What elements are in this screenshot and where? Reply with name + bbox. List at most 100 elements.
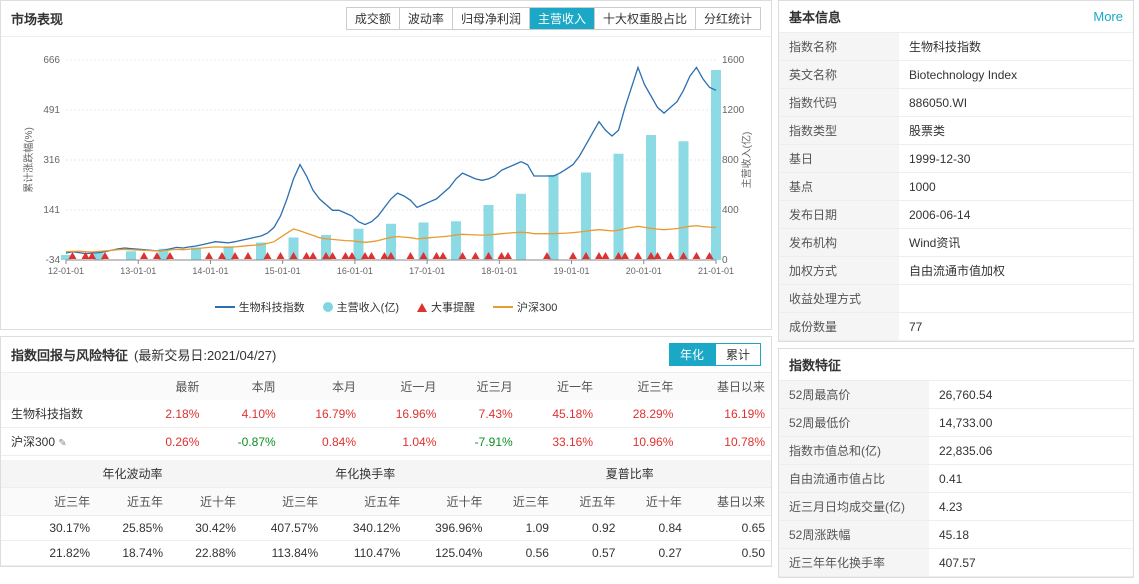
info-value: 77 bbox=[899, 313, 1133, 341]
svg-text:16-01-01: 16-01-01 bbox=[337, 266, 373, 276]
svg-text:-34: -34 bbox=[46, 255, 61, 266]
info-value: 1999-12-30 bbox=[899, 145, 1133, 173]
ret-cell: 33.16% bbox=[519, 428, 599, 456]
char-value: 45.18 bbox=[929, 521, 1133, 549]
market-tab[interactable]: 归母净利润 bbox=[453, 8, 530, 29]
char-value: 14,733.00 bbox=[929, 409, 1133, 437]
info-key: 加权方式 bbox=[779, 257, 899, 285]
ret-cell: 16.79% bbox=[282, 400, 362, 428]
ret-cell: 4.10% bbox=[205, 400, 281, 428]
market-tab[interactable]: 波动率 bbox=[400, 8, 453, 29]
returns-title: 指数回报与风险特征 bbox=[11, 345, 128, 364]
legend-bio: 生物科技指数 bbox=[239, 299, 305, 315]
more-link[interactable]: More bbox=[1093, 9, 1123, 24]
market-panel: 市场表现 成交额波动率归母净利润主营收入十大权重股占比分红统计 -3414131… bbox=[0, 0, 772, 330]
legend-line-icon bbox=[215, 306, 235, 308]
char-key: 52周最低价 bbox=[779, 409, 929, 437]
legend-rev: 主营收入(亿) bbox=[337, 299, 399, 315]
svg-text:491: 491 bbox=[43, 105, 60, 116]
ret-header: 近一月 bbox=[362, 373, 442, 400]
toggle-annual[interactable]: 年化 bbox=[669, 343, 715, 366]
legend-hs300: 沪深300 bbox=[517, 299, 557, 315]
info-value: Biotechnology Index bbox=[899, 61, 1133, 89]
char-key: 52周涨跌幅 bbox=[779, 521, 929, 549]
char-key: 52周最高价 bbox=[779, 381, 929, 409]
info-key: 基点 bbox=[779, 173, 899, 201]
risk-cell: 125.04% bbox=[406, 541, 488, 566]
basic-info-table: 指数名称生物科技指数英文名称Biotechnology Index指数代码886… bbox=[779, 33, 1133, 341]
returns-table: 最新本周本月近一月近三月近一年近三年基日以来 生物科技指数2.18%4.10%1… bbox=[1, 373, 771, 456]
svg-text:18-01-01: 18-01-01 bbox=[481, 266, 517, 276]
risk-cell: 18.74% bbox=[96, 541, 169, 566]
risk-cell: 110.47% bbox=[324, 541, 406, 566]
ret-cell: 2.18% bbox=[135, 400, 205, 428]
returns-subtitle: (最新交易日:2021/04/27) bbox=[134, 345, 276, 364]
info-value: 股票类 bbox=[899, 117, 1133, 145]
market-tab[interactable]: 成交额 bbox=[347, 8, 400, 29]
ret-header bbox=[1, 373, 135, 400]
risk-cell: 0.57 bbox=[555, 541, 621, 566]
ret-cell: 45.18% bbox=[519, 400, 599, 428]
char-key: 近三月日均成交量(亿) bbox=[779, 493, 929, 521]
risk-cell: 0.56 bbox=[488, 541, 554, 566]
risk-header: 近十年 bbox=[406, 488, 488, 516]
ret-header: 近三月 bbox=[442, 373, 518, 400]
ret-header: 近一年 bbox=[519, 373, 599, 400]
svg-text:12-01-01: 12-01-01 bbox=[48, 266, 84, 276]
basic-title: 基本信息 bbox=[789, 7, 841, 26]
chart-legend: 生物科技指数 主营收入(亿) 大事提醒 沪深300 bbox=[11, 295, 761, 323]
svg-text:13-01-01: 13-01-01 bbox=[120, 266, 156, 276]
ret-cell: 1.04% bbox=[362, 428, 442, 456]
svg-text:21-01-01: 21-01-01 bbox=[698, 266, 734, 276]
svg-text:1600: 1600 bbox=[722, 55, 745, 66]
risk-header: 近十年 bbox=[169, 488, 242, 516]
ret-header: 本周 bbox=[205, 373, 281, 400]
edit-icon[interactable]: ✎ bbox=[58, 438, 66, 449]
svg-text:主营收入(亿): 主营收入(亿) bbox=[740, 132, 753, 189]
char-value: 4.23 bbox=[929, 493, 1133, 521]
returns-panel: 指数回报与风险特征 (最新交易日:2021/04/27) 年化 累计 最新本周本… bbox=[0, 336, 772, 567]
risk-header: 近十年 bbox=[621, 488, 687, 516]
legend-dot-icon bbox=[323, 302, 333, 312]
info-key: 发布机构 bbox=[779, 229, 899, 257]
main-chart: -3414131649166604008001200160012-01-0113… bbox=[11, 45, 761, 295]
info-key: 指数类型 bbox=[779, 117, 899, 145]
svg-text:800: 800 bbox=[722, 155, 739, 166]
info-value: 生物科技指数 bbox=[899, 33, 1133, 61]
market-tab[interactable]: 分红统计 bbox=[696, 8, 760, 29]
svg-text:15-01-01: 15-01-01 bbox=[265, 266, 301, 276]
market-tabs: 成交额波动率归母净利润主营收入十大权重股占比分红统计 bbox=[346, 7, 761, 30]
ret-cell: -0.87% bbox=[205, 428, 281, 456]
chart-area: -3414131649166604008001200160012-01-0113… bbox=[1, 37, 771, 329]
legend-line-icon bbox=[493, 306, 513, 308]
risk-header: 近五年 bbox=[324, 488, 406, 516]
risk-cell: 21.82% bbox=[23, 541, 96, 566]
risk-group: 夏普比率 bbox=[488, 460, 771, 488]
ret-cell: 7.43% bbox=[442, 400, 518, 428]
returns-toggle: 年化 累计 bbox=[669, 343, 761, 366]
market-tab[interactable]: 主营收入 bbox=[530, 8, 595, 29]
info-value: 1000 bbox=[899, 173, 1133, 201]
ret-rowlabel: 生物科技指数 bbox=[1, 400, 135, 428]
svg-text:0: 0 bbox=[722, 255, 728, 266]
risk-header: 近三年 bbox=[23, 488, 96, 516]
ret-cell: 0.26% bbox=[135, 428, 205, 456]
charac-table: 52周最高价26,760.5452周最低价14,733.00指数市值总和(亿)2… bbox=[779, 381, 1133, 577]
info-key: 指数代码 bbox=[779, 89, 899, 117]
risk-header: 近五年 bbox=[555, 488, 621, 516]
svg-text:1200: 1200 bbox=[722, 105, 745, 116]
legend-event: 大事提醒 bbox=[431, 299, 475, 315]
char-value: 0.41 bbox=[929, 465, 1133, 493]
risk-table: 年化波动率年化换手率夏普比率 近三年近五年近十年近三年近五年近十年近三年近五年近… bbox=[1, 460, 771, 566]
char-value: 22,835.06 bbox=[929, 437, 1133, 465]
risk-cell: 0.50 bbox=[688, 541, 771, 566]
risk-group: 年化换手率 bbox=[242, 460, 489, 488]
char-value: 26,760.54 bbox=[929, 381, 1133, 409]
info-value bbox=[899, 285, 1133, 313]
info-value: 2006-06-14 bbox=[899, 201, 1133, 229]
info-value: Wind资讯 bbox=[899, 229, 1133, 257]
market-tab[interactable]: 十大权重股占比 bbox=[595, 8, 696, 29]
toggle-cum[interactable]: 累计 bbox=[715, 343, 761, 366]
info-key: 英文名称 bbox=[779, 61, 899, 89]
risk-cell: 0.27 bbox=[621, 541, 687, 566]
